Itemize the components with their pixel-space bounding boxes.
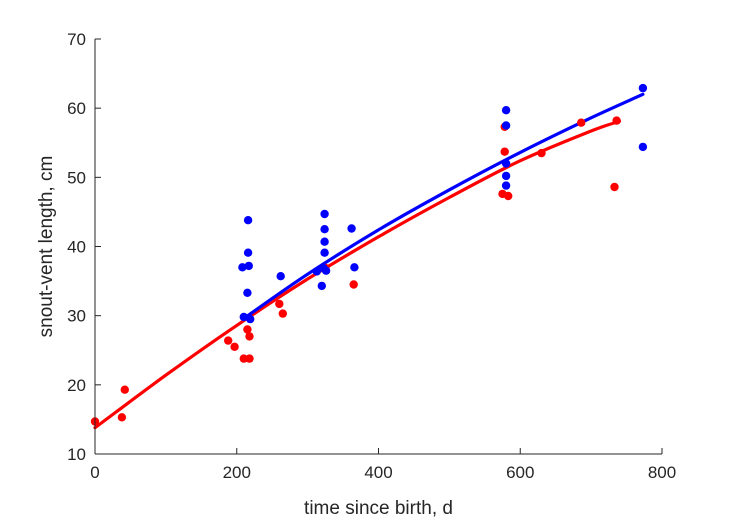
data-point-series-2 xyxy=(638,83,648,93)
data-point-series-2 xyxy=(320,248,329,257)
data-point-series-1 xyxy=(275,299,284,309)
data-point-series-2 xyxy=(243,288,252,297)
data-point-series-2 xyxy=(501,159,511,168)
x-ticks: 0 200 400 600 800 xyxy=(90,448,676,482)
x-tick-label: 200 xyxy=(223,463,251,482)
data-point-series-1 xyxy=(120,385,129,394)
data-point-series-2 xyxy=(320,225,329,234)
data-point-series-2 xyxy=(317,281,326,291)
fit-curve-2 xyxy=(242,92,645,320)
data-point-series-1 xyxy=(224,336,233,345)
y-tick-label: 60 xyxy=(67,99,86,118)
data-point-series-2 xyxy=(501,181,511,190)
data-point-series-1 xyxy=(245,354,254,363)
data-point-series-1 xyxy=(504,191,513,201)
y-tick-label: 40 xyxy=(67,238,86,257)
data-point-series-1 xyxy=(577,118,586,127)
x-tick-label: 800 xyxy=(648,463,676,482)
data-point-series-2 xyxy=(638,142,648,152)
data-point-series-2 xyxy=(501,121,511,130)
data-point-series-1 xyxy=(349,280,358,289)
data-point-series-1 xyxy=(610,182,619,192)
data-point-series-2 xyxy=(501,106,511,115)
fit-curve-1 xyxy=(93,119,622,430)
data-point-series-2 xyxy=(501,171,511,181)
data-point-series-1 xyxy=(230,342,239,351)
x-tick-label: 600 xyxy=(506,463,534,482)
data-point-series-2 xyxy=(276,272,285,281)
y-tick-label: 10 xyxy=(67,445,86,464)
data-point-series-2 xyxy=(347,224,356,233)
data-point-series-1 xyxy=(612,116,621,125)
data-point-series-2 xyxy=(350,263,359,272)
y-tick-label: 70 xyxy=(67,30,86,49)
fit-curves xyxy=(93,92,645,430)
data-points xyxy=(90,83,648,426)
data-point-series-1 xyxy=(278,309,287,318)
y-axis-label: snout-vent length, cm xyxy=(36,156,57,338)
data-point-series-2 xyxy=(321,266,331,275)
data-point-series-1 xyxy=(500,147,509,156)
data-point-series-2 xyxy=(243,216,253,225)
data-point-series-2 xyxy=(244,261,253,271)
data-point-series-2 xyxy=(320,237,329,246)
data-point-series-1 xyxy=(537,148,546,158)
data-point-series-1 xyxy=(245,332,254,341)
data-point-series-1 xyxy=(243,325,252,334)
data-point-series-2 xyxy=(246,314,255,324)
x-tick-label: 0 xyxy=(90,463,99,482)
y-tick-label: 20 xyxy=(67,376,86,395)
y-tick-label: 50 xyxy=(67,168,86,187)
data-point-series-2 xyxy=(243,248,253,257)
data-point-series-2 xyxy=(320,209,329,219)
data-point-series-2 xyxy=(239,312,248,322)
data-point-series-2 xyxy=(238,263,247,272)
y-ticks: 10 20 30 40 50 60 70 xyxy=(67,30,101,464)
x-tick-label: 400 xyxy=(364,463,392,482)
data-point-series-1 xyxy=(117,413,127,422)
axes xyxy=(94,39,662,455)
y-tick-label: 30 xyxy=(67,307,86,326)
x-axis-label: time since birth, d xyxy=(304,498,453,519)
data-point-series-2 xyxy=(312,267,321,276)
